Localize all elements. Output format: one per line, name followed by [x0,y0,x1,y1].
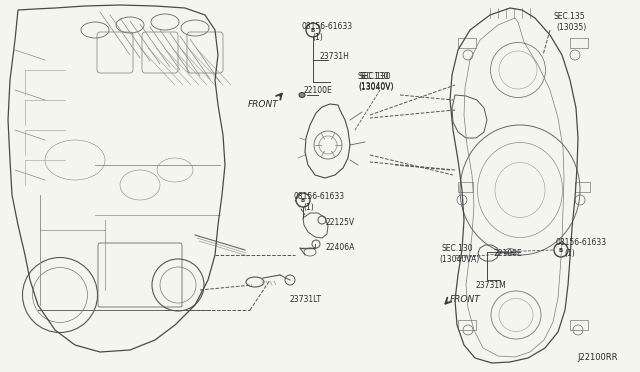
Text: (13035): (13035) [556,23,586,32]
Text: FRONT: FRONT [248,100,279,109]
Text: 08156-61633: 08156-61633 [293,192,344,201]
Text: (13040V): (13040V) [358,82,394,91]
Text: SEC.130: SEC.130 [441,244,472,253]
Text: 22125V: 22125V [325,218,354,227]
Bar [458,320,476,330]
Bar [458,182,473,192]
Bar [570,320,588,330]
Text: 23731H: 23731H [320,52,350,61]
Text: 22100E: 22100E [304,86,333,95]
Text: SEC.130: SEC.130 [358,72,390,81]
Text: 22406A: 22406A [325,243,355,252]
Text: (1): (1) [303,203,314,212]
Text: 22100E: 22100E [494,249,523,258]
Text: (1): (1) [312,33,323,42]
Text: FRONT: FRONT [450,295,481,304]
Text: SEC.130: SEC.130 [360,72,392,81]
Text: B: B [559,247,563,253]
Text: SEC.135: SEC.135 [553,12,584,21]
Text: J22100RR: J22100RR [577,353,618,362]
Text: B: B [301,198,305,202]
Bar [570,38,588,48]
Ellipse shape [299,93,305,97]
Bar [575,182,590,192]
Bar [458,38,476,48]
Text: 08156-61633: 08156-61633 [555,238,606,247]
Text: (13040V): (13040V) [358,83,394,92]
Text: 08156-61633: 08156-61633 [302,22,353,31]
Text: (1): (1) [564,249,575,258]
Text: (13040VA): (13040VA) [439,255,479,264]
Text: B: B [311,28,315,32]
Text: 23731LT: 23731LT [289,295,321,304]
Text: 23731M: 23731M [476,281,507,290]
